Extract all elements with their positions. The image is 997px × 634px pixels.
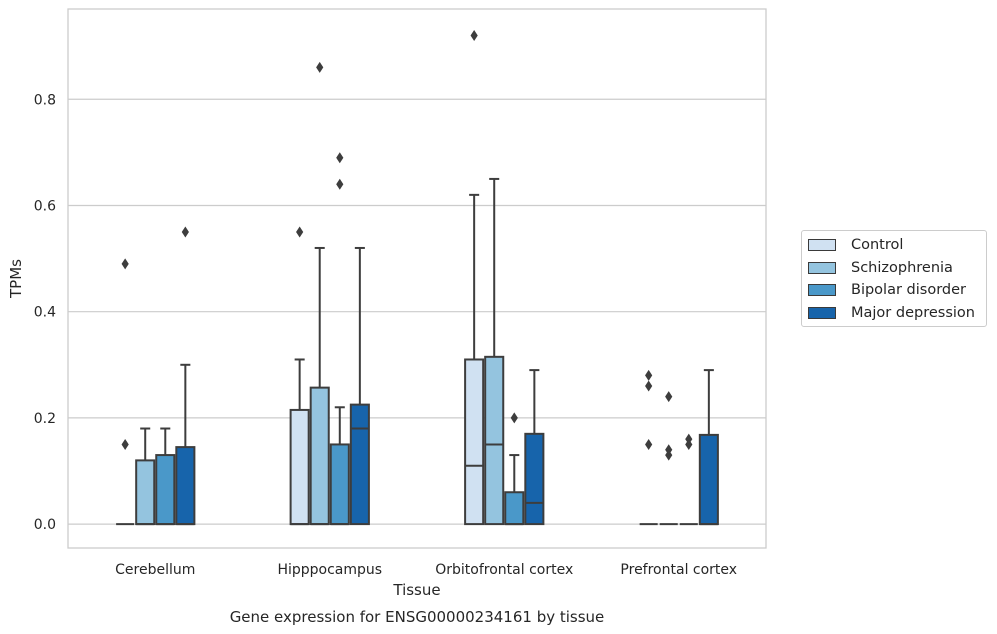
outlier-point bbox=[121, 258, 129, 270]
box-major-depression bbox=[349, 246, 370, 526]
outlier-point bbox=[645, 369, 653, 381]
y-tick-label: 0.0 bbox=[34, 517, 56, 533]
outlier-point bbox=[336, 152, 344, 164]
outlier-point bbox=[510, 412, 518, 424]
legend: Control Schizophrenia Bipolar disorder M… bbox=[801, 230, 987, 327]
box-body bbox=[698, 433, 719, 526]
x-tick-label: Hipppocampus bbox=[277, 562, 382, 578]
box-bipolar-disorder bbox=[504, 412, 525, 526]
x-tick-label: Prefrontal cortex bbox=[620, 562, 737, 578]
legend-item-control: Control bbox=[808, 234, 986, 257]
box-control bbox=[289, 226, 310, 526]
plot-area-frame bbox=[67, 8, 767, 549]
box-body bbox=[289, 408, 310, 526]
legend-label-schizophrenia: Schizophrenia bbox=[851, 259, 953, 276]
outlier-point bbox=[470, 30, 478, 42]
legend-swatch-schizophrenia bbox=[808, 261, 836, 274]
box-major-depression bbox=[175, 226, 196, 526]
box-body bbox=[524, 432, 545, 526]
legend-label-control: Control bbox=[851, 237, 904, 254]
x-axis-label: Tissue bbox=[392, 581, 440, 599]
outlier-point bbox=[685, 433, 693, 445]
outlier-point bbox=[665, 391, 673, 403]
legend-label-major-depression: Major depression bbox=[851, 304, 975, 321]
y-tick-label: 0.4 bbox=[34, 305, 56, 321]
y-axis-label: TPMs bbox=[7, 259, 25, 299]
box-control bbox=[116, 258, 135, 526]
box-control bbox=[639, 369, 658, 526]
box-bipolar-disorder bbox=[679, 433, 698, 526]
legend-item-schizophrenia: Schizophrenia bbox=[808, 257, 986, 280]
legend-swatch-major-depression bbox=[808, 306, 836, 319]
chart-title: Gene expression for ENSG00000234161 by t… bbox=[230, 608, 605, 626]
y-tick-label: 0.8 bbox=[34, 92, 56, 108]
outlier-point bbox=[316, 61, 324, 73]
box-body bbox=[175, 446, 196, 526]
x-tick-label: Cerebellum bbox=[115, 562, 195, 578]
box-schizophrenia bbox=[484, 177, 505, 526]
outlier-point bbox=[665, 444, 673, 456]
outlier-point bbox=[336, 178, 344, 190]
box-body bbox=[484, 355, 505, 526]
box-major-depression bbox=[698, 369, 719, 526]
box-body bbox=[135, 459, 156, 526]
box-body bbox=[309, 386, 330, 526]
legend-label-bipolar-disorder: Bipolar disorder bbox=[851, 282, 966, 299]
box-body bbox=[155, 454, 176, 526]
y-tick-label: 0.2 bbox=[34, 411, 56, 427]
boxes bbox=[116, 30, 719, 526]
x-tick-labels: Cerebellum Hipppocampus Orbitofrontal cort… bbox=[115, 562, 737, 578]
outlier-point bbox=[645, 438, 653, 450]
outlier-point bbox=[181, 226, 189, 238]
x-tick-label: Orbitofrontal cortex bbox=[435, 562, 573, 578]
y-tick-labels: 0.0 0.2 0.4 0.6 0.8 bbox=[34, 92, 56, 533]
legend-item-major-depression: Major depression bbox=[808, 302, 986, 325]
y-tick-label: 0.6 bbox=[34, 198, 56, 214]
box-bipolar-disorder bbox=[329, 152, 350, 526]
box-control bbox=[464, 30, 485, 526]
box-bipolar-disorder bbox=[155, 427, 176, 526]
box-major-depression bbox=[524, 369, 545, 526]
legend-item-bipolar-disorder: Bipolar disorder bbox=[808, 279, 986, 302]
outlier-point bbox=[121, 438, 129, 450]
outlier-point bbox=[296, 226, 304, 238]
outlier-point bbox=[645, 380, 653, 392]
box-body bbox=[349, 403, 370, 526]
box-schizophrenia bbox=[135, 427, 156, 526]
box-body bbox=[329, 443, 350, 526]
box-body bbox=[464, 358, 485, 526]
legend-swatch-control bbox=[808, 239, 836, 252]
box-body bbox=[504, 491, 525, 526]
box-schizophrenia bbox=[659, 391, 678, 526]
legend-swatch-bipolar-disorder bbox=[808, 284, 836, 297]
box-schizophrenia bbox=[309, 61, 330, 526]
